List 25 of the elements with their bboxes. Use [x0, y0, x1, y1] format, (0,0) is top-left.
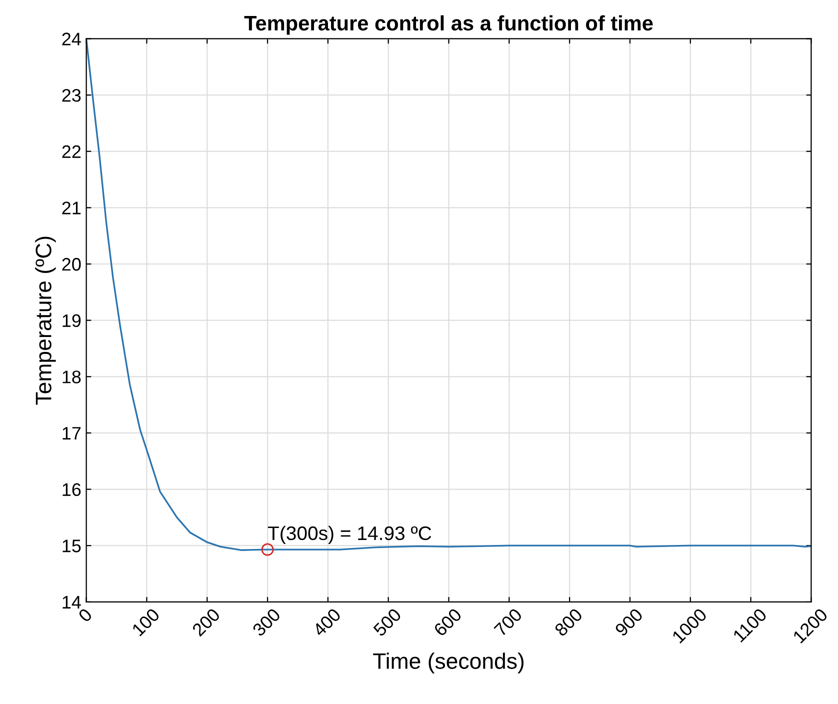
x-tick-label: 800	[554, 608, 584, 637]
x-tick-label: 400	[312, 608, 342, 638]
y-tick-label: 21	[62, 202, 81, 214]
annotation: T(300s) = 14.93 ºC	[268, 526, 432, 544]
y-tick-label: 16	[62, 483, 81, 496]
chart-title: Temperature control as a function of time	[244, 15, 653, 35]
y-tick-label: 18	[62, 370, 81, 384]
x-tick-label: 0	[78, 608, 93, 623]
y-tick-label: 14	[62, 596, 81, 608]
y-tick-label: 22	[62, 145, 81, 158]
y-tick-label: 19	[62, 314, 81, 328]
x-tick-label: 200	[192, 608, 221, 637]
x-tick-label: 600	[433, 608, 462, 637]
x-axis-title: Time (seconds)	[373, 652, 524, 674]
y-tick-label: 24	[62, 32, 81, 46]
x-tick-label: 300	[252, 608, 282, 637]
x-tick-label: 100	[131, 608, 160, 636]
y-tick-label: 15	[62, 540, 81, 552]
y-axis-title: Temperature (ºC)	[35, 236, 56, 405]
y-tick-label: 17	[62, 427, 81, 440]
x-tick-label: 700	[494, 608, 523, 637]
x-tick-label: 900	[614, 608, 644, 637]
x-tick-label: 500	[372, 608, 402, 637]
y-tick-label: 20	[62, 258, 81, 271]
y-tick-label: 23	[62, 88, 81, 102]
